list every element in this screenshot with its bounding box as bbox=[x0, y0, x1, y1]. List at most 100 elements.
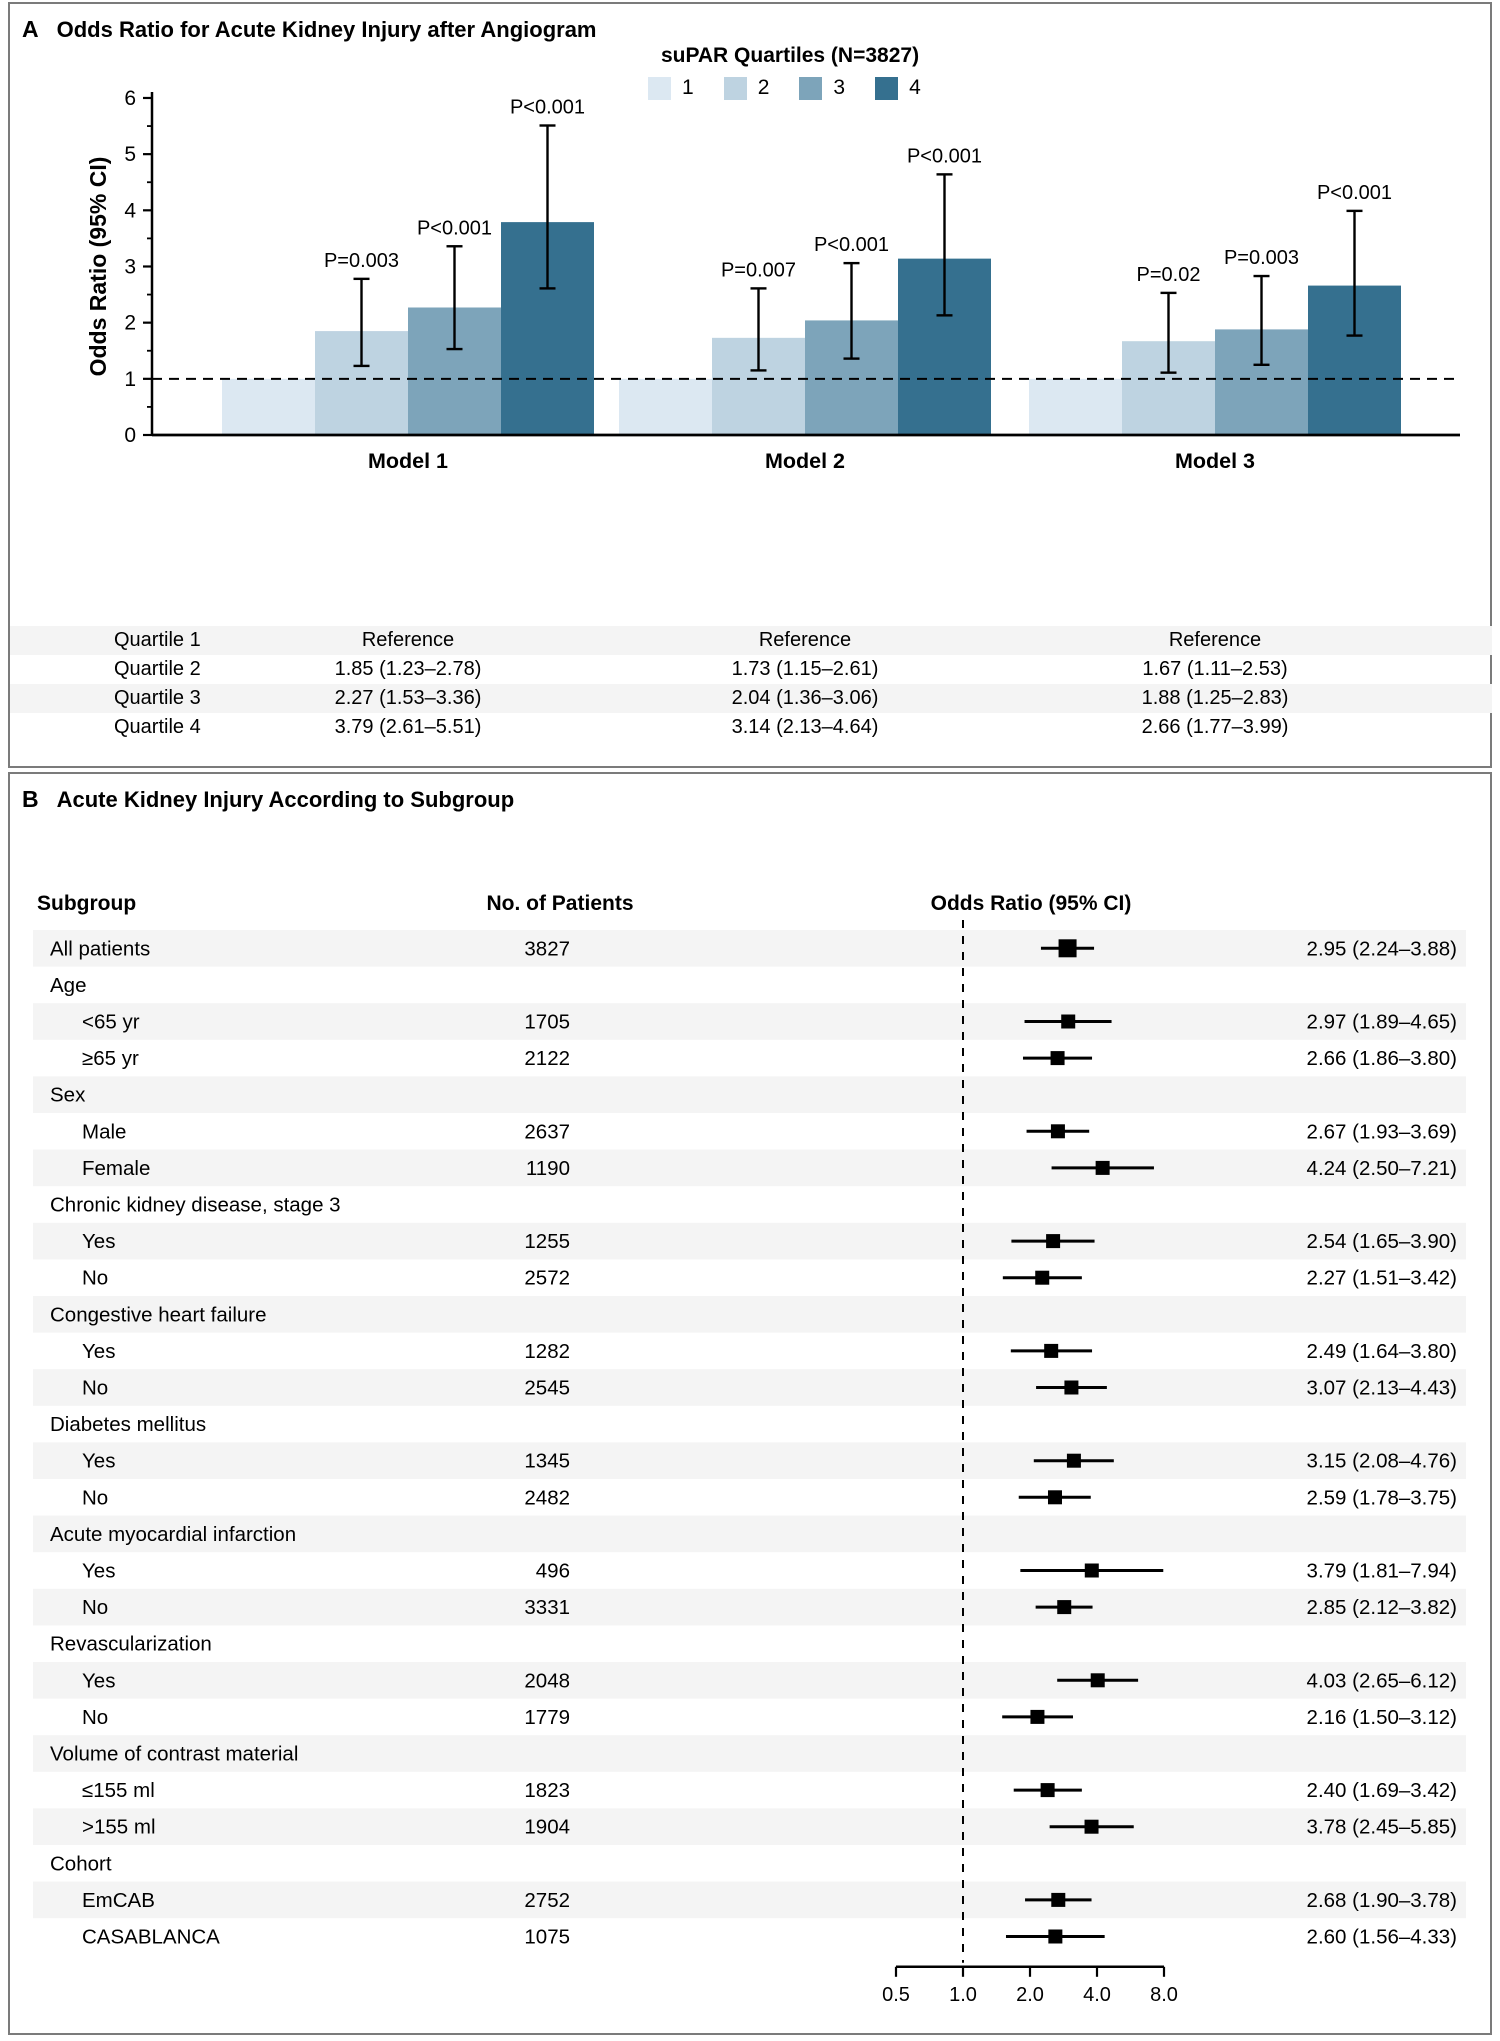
p-value-label: P=0.02 bbox=[1137, 264, 1201, 286]
quartile-table: Quartile 1 Reference Reference Reference Qua… bbox=[10, 626, 1492, 742]
table-cell: 3.79 (2.61–5.51) bbox=[334, 716, 482, 738]
forest-row-label: Yes bbox=[82, 1230, 115, 1253]
forest-axis-tick-label: 4.0 bbox=[1083, 1984, 1111, 2006]
forest-marker bbox=[1035, 1270, 1050, 1285]
forest-row-label: Yes bbox=[82, 1669, 115, 1692]
panel-a: A Odds Ratio for Acute Kidney Injury afte… bbox=[8, 2, 1492, 768]
forest-or-text: 2.49 (1.64–3.80) bbox=[1307, 1340, 1457, 1363]
table-cell: Reference bbox=[758, 629, 852, 651]
forest-or-text: 2.68 (1.90–3.78) bbox=[1307, 1889, 1457, 1912]
forest-group-header: Congestive heart failure bbox=[50, 1303, 267, 1326]
table-row: Quartile 3 2.27 (1.53–3.36) 2.04 (1.36–3.0… bbox=[10, 684, 1492, 713]
forest-group-header: Chronic kidney disease, stage 3 bbox=[50, 1194, 341, 1217]
group-label-model-3: Model 3 bbox=[1175, 449, 1255, 473]
forest-axis-tick-label: 2.0 bbox=[1016, 1984, 1044, 2006]
forest-group-header: Revascularization bbox=[50, 1633, 212, 1656]
table-cell: 2.04 (1.36–3.06) bbox=[731, 687, 879, 709]
bar-q1-model-1 bbox=[222, 378, 315, 435]
forest-or-text: 2.59 (1.78–3.75) bbox=[1307, 1486, 1457, 1509]
forest-row-label: No bbox=[82, 1596, 108, 1619]
forest-row-label: Yes bbox=[82, 1340, 115, 1363]
forest-marker bbox=[1050, 1124, 1065, 1139]
panel-a-title: A Odds Ratio for Acute Kidney Injury afte… bbox=[22, 16, 597, 43]
legend-item-q3: 3 bbox=[799, 76, 845, 100]
table-cell: 1.73 (1.15–2.61) bbox=[731, 658, 879, 680]
forest-n-value: 1705 bbox=[524, 1011, 570, 1034]
forest-or-text: 2.60 (1.56–4.33) bbox=[1307, 1926, 1457, 1949]
forest-marker bbox=[1084, 1563, 1099, 1578]
panel-b-title: B Acute Kidney Injury According to Subgro… bbox=[22, 786, 514, 813]
column-header-odds-ratio: Odds Ratio (95% CI) bbox=[930, 892, 1132, 915]
forest-or-text: 2.85 (2.12–3.82) bbox=[1307, 1596, 1457, 1619]
forest-or-text: 2.40 (1.69–3.42) bbox=[1307, 1779, 1457, 1802]
forest-marker bbox=[1040, 1783, 1055, 1798]
legend-item-label: 3 bbox=[833, 76, 846, 99]
forest-n-value: 1075 bbox=[524, 1926, 570, 1949]
forest-row-label: Yes bbox=[82, 1560, 115, 1583]
p-value-label: P<0.001 bbox=[510, 97, 585, 119]
forest-group-header: Acute myocardial infarction bbox=[50, 1523, 296, 1546]
forest-row-stripe bbox=[33, 1735, 1466, 1772]
forest-or-text: 3.79 (1.81–7.94) bbox=[1307, 1560, 1457, 1583]
forest-marker bbox=[1044, 1343, 1059, 1358]
forest-row-stripe bbox=[33, 1149, 1466, 1187]
p-value-label: P=0.003 bbox=[324, 250, 399, 272]
table-cell: Reference bbox=[1168, 629, 1262, 651]
forest-n-value: 2637 bbox=[524, 1120, 570, 1143]
table-cell: 1.67 (1.11–2.53) bbox=[1142, 658, 1288, 680]
forest-n-value: 1190 bbox=[526, 1157, 570, 1180]
table-cell: Reference bbox=[361, 629, 455, 651]
forest-row-label: No bbox=[82, 1706, 108, 1729]
forest-marker bbox=[1046, 1234, 1061, 1249]
table-row: Quartile 1 Reference Reference Reference bbox=[10, 626, 1492, 655]
forest-or-text: 4.24 (2.50–7.21) bbox=[1307, 1157, 1457, 1180]
forest-n-value: 1779 bbox=[524, 1706, 570, 1729]
p-value-label: P<0.001 bbox=[1317, 182, 1392, 204]
forest-or-text: 2.16 (1.50–3.12) bbox=[1307, 1706, 1457, 1729]
forest-n-value: 1823 bbox=[524, 1779, 570, 1802]
forest-or-text: 2.54 (1.65–3.90) bbox=[1307, 1230, 1457, 1253]
y-tick-label: 4 bbox=[124, 199, 136, 222]
table-row: Quartile 2 1.85 (1.23–2.78) 1.73 (1.15–2.6… bbox=[10, 655, 1492, 684]
group-label-model-1: Model 1 bbox=[368, 449, 448, 473]
column-header-patients: No. of Patients bbox=[486, 892, 634, 915]
table-row-label: Quartile 3 bbox=[114, 687, 201, 709]
legend-item-q2: 2 bbox=[723, 76, 769, 100]
y-axis-label: Odds Ratio (95% CI) bbox=[85, 157, 111, 377]
forest-marker bbox=[1084, 1819, 1099, 1834]
forest-or-text: 2.27 (1.51–3.42) bbox=[1307, 1267, 1457, 1290]
forest-row-stripe bbox=[33, 1515, 1466, 1553]
forest-row-label: All patients bbox=[50, 937, 150, 960]
panel-a-title-text: Odds Ratio for Acute Kidney Injury after… bbox=[56, 17, 597, 42]
group-label-model-2: Model 2 bbox=[765, 449, 845, 473]
forest-marker bbox=[1057, 1600, 1072, 1615]
forest-axis-tick-label: 8.0 bbox=[1150, 1984, 1178, 2006]
forest-row-stripe bbox=[33, 1003, 1466, 1040]
forest-row-label: No bbox=[82, 1486, 108, 1509]
legend-item-label: 4 bbox=[909, 76, 921, 99]
legend-item-q1: 1 bbox=[648, 76, 694, 100]
legend-swatch-icon bbox=[648, 76, 671, 100]
bar-q1-model-3 bbox=[1029, 378, 1122, 435]
forest-group-header: Diabetes mellitus bbox=[50, 1413, 206, 1436]
y-tick-label: 1 bbox=[124, 368, 136, 391]
forest-row-label: <65 yr bbox=[82, 1011, 140, 1034]
forest-axis-tick-label: 1.0 bbox=[949, 1984, 977, 2006]
forest-plot: All patients 3827 Age <65 yr 1705 ≥65 yr 2122 S… bbox=[33, 920, 1466, 2006]
forest-or-text: 2.67 (1.93–3.69) bbox=[1307, 1120, 1457, 1143]
y-tick-label: 2 bbox=[124, 312, 136, 335]
forest-marker bbox=[1090, 1673, 1105, 1688]
forest-row-label: Female bbox=[82, 1157, 150, 1180]
legend-swatch-icon bbox=[875, 76, 899, 100]
panel-b-letter: B bbox=[22, 786, 39, 812]
forest-n-value: 1345 bbox=[524, 1450, 570, 1473]
forest-row-stripe bbox=[33, 1442, 1466, 1479]
bar-chart: 0 1 2 3 4 5 6 Odds Ratio (95% CI) P=0.003 P=0.007… bbox=[85, 87, 1460, 473]
forest-or-text: 3.78 (2.45–5.85) bbox=[1307, 1816, 1457, 1839]
forest-row-label: Male bbox=[82, 1120, 126, 1143]
y-tick-label: 5 bbox=[124, 143, 136, 166]
p-value-label: P<0.001 bbox=[417, 217, 492, 239]
forest-n-value: 496 bbox=[536, 1560, 570, 1583]
forest-row-label: No bbox=[82, 1377, 108, 1400]
legend: 1 2 3 4 bbox=[648, 76, 951, 100]
